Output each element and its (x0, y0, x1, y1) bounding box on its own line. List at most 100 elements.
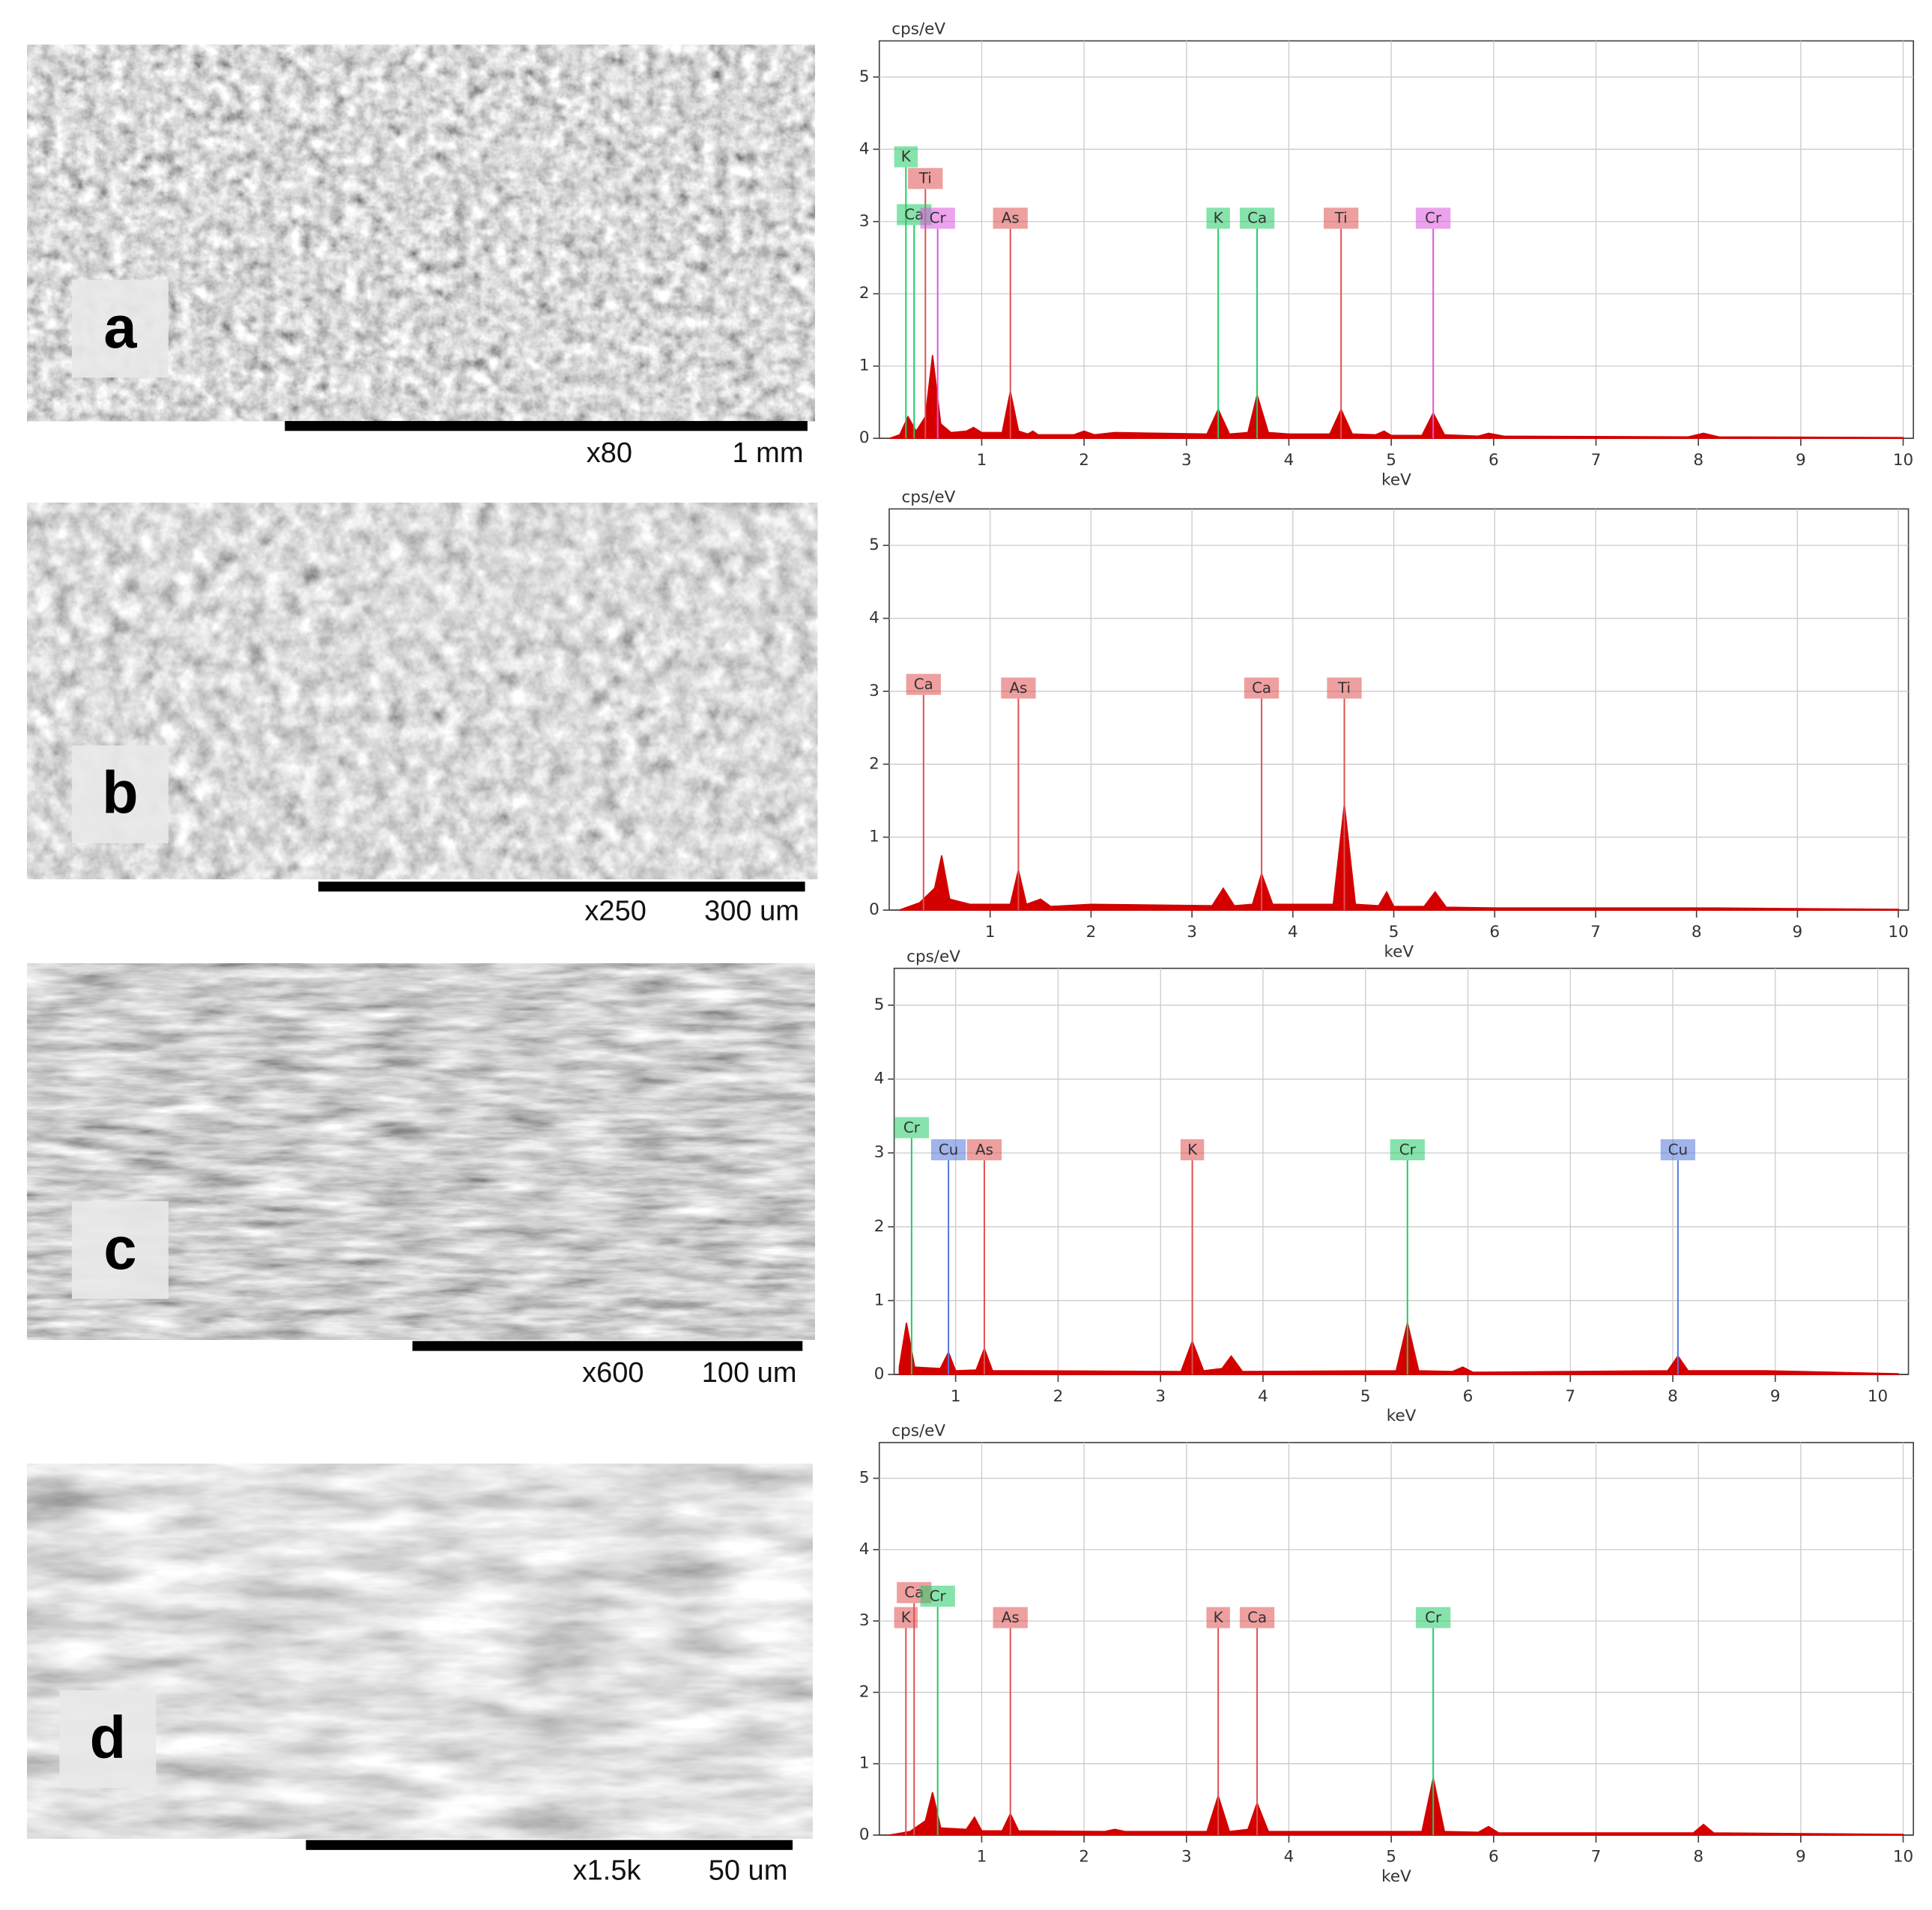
y-tick-label: 5 (859, 1469, 870, 1488)
scale-label: 50 um (709, 1855, 788, 1887)
x-tick-label: 3 (1181, 451, 1192, 470)
y-tick-label: 3 (859, 212, 870, 231)
element-box (1239, 207, 1275, 229)
element-box (906, 673, 941, 695)
element-label: Ca (1247, 210, 1267, 227)
panel-label: d (90, 1704, 126, 1771)
element-box (894, 146, 918, 168)
element-label: Cr (1425, 210, 1442, 227)
y-tick-label: 2 (859, 1682, 870, 1701)
element-box (1416, 1607, 1451, 1628)
y-tick-label: 4 (859, 1540, 870, 1559)
x-tick-label: 2 (1079, 451, 1089, 470)
x-tick-label: 9 (1793, 923, 1803, 942)
element-label: Ca (914, 676, 933, 693)
x-tick-label: 10 (1888, 923, 1908, 942)
x-axis-label: keV (1381, 1867, 1411, 1886)
element-box (920, 207, 955, 229)
element-label: Cu (939, 1141, 958, 1158)
scale-bar (318, 882, 805, 892)
element-label: Cr (903, 1119, 921, 1136)
element-box (1239, 1607, 1275, 1628)
x-tick-label: 3 (1155, 1387, 1166, 1406)
x-tick-label: 9 (1796, 451, 1806, 470)
x-axis-label: keV (1381, 470, 1411, 489)
y-tick-label: 0 (859, 1825, 870, 1844)
label-box (71, 279, 169, 378)
element-box (993, 207, 1028, 229)
element-label: Ca (904, 1584, 924, 1601)
sem-image (27, 1464, 813, 1839)
y-axis-label: cps/eV (906, 948, 960, 966)
x-tick-label: 4 (1258, 1387, 1268, 1406)
spectrum (889, 355, 1904, 440)
scale-label: 100 um (702, 1357, 797, 1389)
y-tick-label: 2 (874, 1217, 885, 1236)
y-tick-label: 5 (874, 995, 885, 1014)
x-tick-label: 10 (1868, 1387, 1888, 1406)
element-box (993, 1607, 1028, 1628)
x-tick-label: 5 (1360, 1387, 1371, 1406)
element-label: As (1009, 679, 1027, 697)
element-label: As (1002, 1609, 1020, 1626)
y-tick-label: 2 (869, 754, 879, 773)
scale-bar (285, 421, 808, 431)
x-tick-label: 5 (1386, 451, 1396, 470)
element-label: Cr (930, 210, 947, 227)
element-label: Cu (1668, 1141, 1688, 1158)
x-tick-label: 2 (1086, 923, 1097, 942)
element-box (1180, 1139, 1205, 1161)
element-label: Cr (1425, 1609, 1442, 1626)
y-tick-label: 4 (874, 1070, 885, 1088)
panel-label: c (103, 1215, 136, 1282)
x-tick-label: 1 (977, 1848, 987, 1867)
x-tick-label: 6 (1489, 923, 1500, 942)
y-tick-label: 1 (869, 828, 879, 846)
x-tick-label: 10 (1893, 1848, 1913, 1867)
x-tick-label: 3 (1181, 1848, 1192, 1867)
element-label: K (901, 1609, 912, 1626)
x-tick-label: 9 (1796, 1848, 1806, 1867)
y-tick-label: 5 (869, 536, 879, 554)
scale-bar (412, 1341, 803, 1351)
magnification: x80 (587, 437, 632, 469)
y-tick-label: 3 (874, 1143, 885, 1162)
element-box (1244, 677, 1280, 699)
element-box (1324, 207, 1359, 229)
x-tick-label: 4 (1288, 923, 1298, 942)
x-tick-label: 5 (1386, 1848, 1396, 1867)
x-tick-label: 9 (1770, 1387, 1781, 1406)
x-tick-label: 7 (1591, 1848, 1602, 1867)
y-tick-label: 4 (859, 139, 870, 158)
element-label: Ca (904, 206, 924, 223)
plot-frame (888, 508, 1910, 911)
element-label: Cr (930, 1587, 947, 1604)
plot-frame (893, 967, 1910, 1375)
x-tick-label: 3 (1187, 923, 1197, 942)
x-tick-label: 8 (1668, 1387, 1678, 1406)
element-label: K (1214, 1609, 1224, 1626)
x-tick-label: 4 (1284, 1848, 1294, 1867)
element-box (894, 1607, 918, 1628)
plot-frame (878, 1442, 1914, 1836)
element-box (1327, 677, 1362, 699)
y-axis-label: cps/eV (891, 20, 945, 39)
x-tick-label: 1 (977, 451, 987, 470)
x-tick-label: 2 (1079, 1848, 1089, 1867)
scale-label: 300 um (704, 895, 799, 927)
y-tick-label: 1 (859, 1754, 870, 1773)
y-tick-label: 3 (859, 1611, 870, 1630)
magnification: x250 (584, 895, 646, 927)
x-tick-label: 8 (1693, 1848, 1704, 1867)
element-label: K (1187, 1141, 1198, 1158)
element-label: K (901, 148, 912, 166)
y-tick-label: 4 (869, 609, 879, 628)
scale-bar (306, 1840, 793, 1850)
label-box (59, 1690, 157, 1789)
y-tick-label: 1 (859, 357, 870, 375)
element-box (1001, 677, 1036, 699)
scale-label: 1 mm (732, 437, 803, 469)
spectrum (899, 804, 1899, 911)
y-tick-label: 2 (859, 284, 870, 303)
